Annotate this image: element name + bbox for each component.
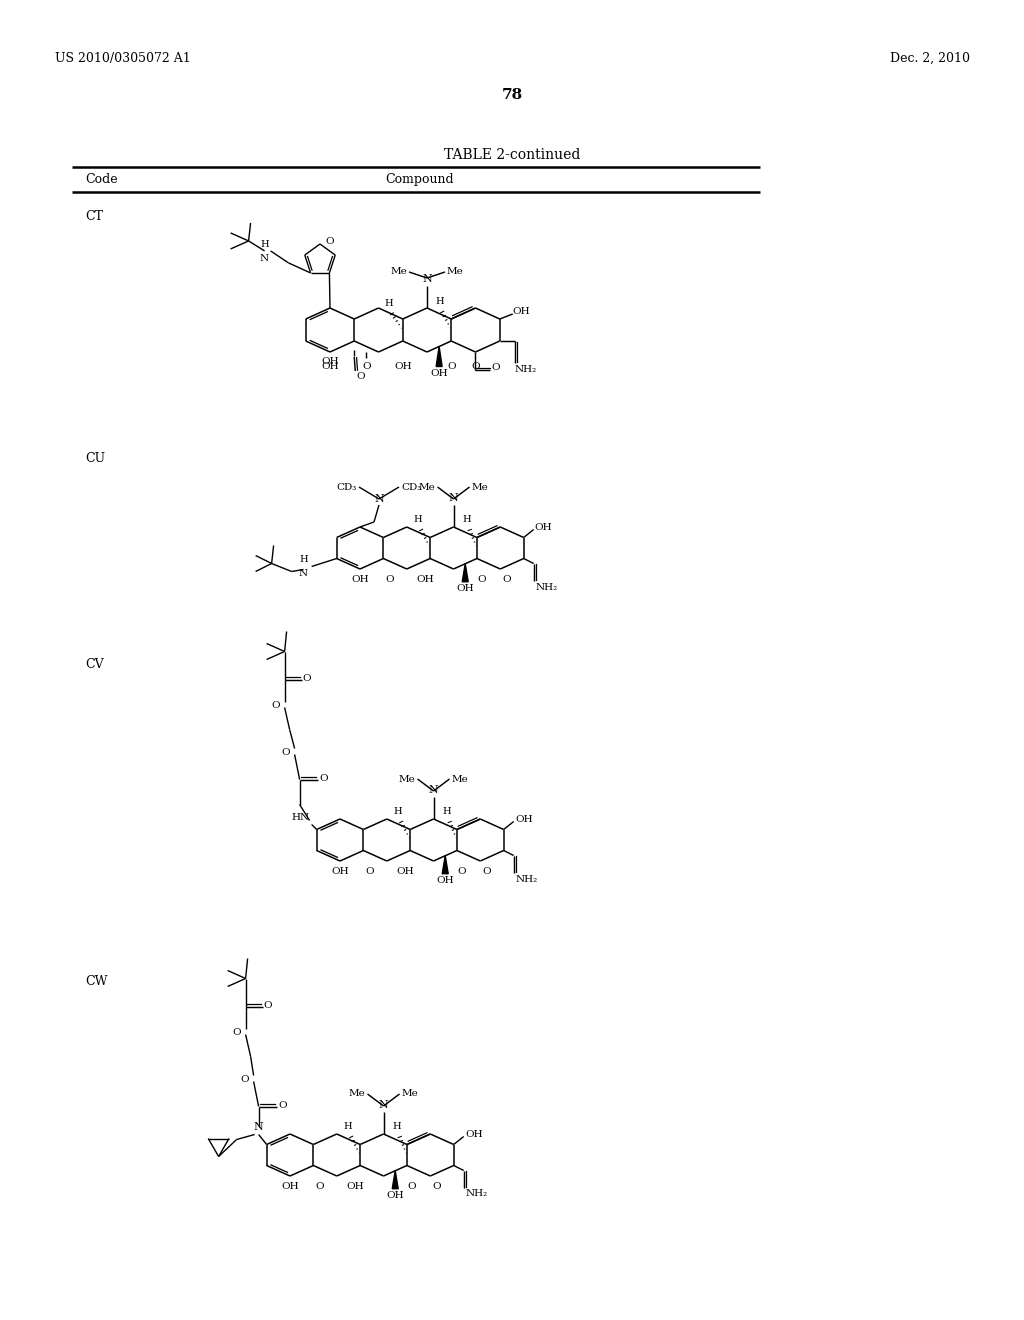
Text: CU: CU (85, 451, 105, 465)
Text: OH: OH (457, 583, 474, 593)
Text: OH: OH (396, 867, 414, 876)
Text: O: O (325, 238, 334, 247)
Text: OH: OH (386, 1191, 404, 1200)
Text: O: O (319, 774, 329, 783)
Text: NH₂: NH₂ (466, 1189, 487, 1199)
Polygon shape (462, 564, 468, 582)
Text: NH₂: NH₂ (515, 366, 537, 374)
Text: OH: OH (351, 576, 369, 583)
Text: OH: OH (430, 368, 447, 378)
Text: O: O (282, 748, 290, 756)
Text: N: N (374, 494, 384, 504)
Text: O: O (407, 1181, 416, 1191)
Text: O: O (232, 1028, 241, 1038)
Text: Me: Me (419, 483, 435, 491)
Text: OH: OH (331, 867, 349, 876)
Text: O: O (503, 576, 511, 583)
Text: O: O (482, 867, 490, 876)
Text: O: O (356, 372, 365, 381)
Text: O: O (315, 1181, 324, 1191)
Text: OH: OH (394, 362, 412, 371)
Text: N: N (298, 569, 307, 578)
Text: N: N (422, 275, 432, 284)
Text: O: O (471, 362, 480, 371)
Text: OH: OH (322, 362, 339, 371)
Text: Me: Me (401, 1089, 418, 1098)
Text: Me: Me (447, 267, 464, 276)
Text: H: H (344, 1122, 352, 1131)
Text: O: O (477, 576, 485, 583)
Text: O: O (263, 1001, 272, 1010)
Text: H: H (299, 556, 307, 565)
Text: CV: CV (85, 657, 103, 671)
Text: Compound: Compound (386, 173, 455, 186)
Text: H: H (442, 807, 452, 816)
Text: O: O (366, 867, 374, 876)
Text: OH: OH (322, 356, 339, 366)
Text: CD₃: CD₃ (401, 483, 421, 491)
Text: OH: OH (282, 1181, 299, 1191)
Text: OH: OH (516, 814, 534, 824)
Text: 78: 78 (502, 88, 522, 102)
Text: Me: Me (452, 775, 468, 784)
Text: H: H (414, 515, 423, 524)
Text: H: H (260, 240, 268, 249)
Text: Me: Me (349, 1089, 366, 1098)
Text: CT: CT (85, 210, 103, 223)
Text: Me: Me (398, 775, 416, 784)
Text: Me: Me (390, 267, 407, 276)
Text: O: O (279, 1101, 288, 1110)
Text: N: N (429, 785, 438, 795)
Text: US 2010/0305072 A1: US 2010/0305072 A1 (55, 51, 190, 65)
Text: H: H (435, 297, 443, 306)
Text: OH: OH (417, 576, 434, 583)
Text: OH: OH (346, 1181, 364, 1191)
Text: NH₂: NH₂ (536, 582, 558, 591)
Polygon shape (392, 1171, 398, 1189)
Text: H: H (463, 515, 471, 524)
Polygon shape (442, 855, 449, 874)
Text: N: N (449, 492, 459, 503)
Text: O: O (432, 1181, 441, 1191)
Polygon shape (436, 346, 442, 367)
Text: N: N (379, 1100, 388, 1110)
Text: H: H (384, 300, 393, 308)
Text: OH: OH (513, 308, 530, 317)
Text: Me: Me (471, 483, 488, 491)
Text: H: H (392, 1122, 401, 1131)
Text: N: N (254, 1122, 263, 1133)
Text: OH: OH (535, 523, 552, 532)
Text: O: O (362, 362, 371, 371)
Text: NH₂: NH₂ (516, 874, 538, 883)
Text: CD₃: CD₃ (337, 483, 357, 491)
Text: H: H (394, 807, 402, 816)
Text: O: O (457, 867, 466, 876)
Text: O: O (492, 363, 500, 371)
Text: Code: Code (85, 173, 118, 186)
Text: O: O (446, 362, 456, 371)
Text: N: N (259, 253, 268, 263)
Text: O: O (271, 701, 280, 710)
Text: O: O (241, 1074, 249, 1084)
Text: TABLE 2-continued: TABLE 2-continued (443, 148, 581, 162)
Text: OH: OH (436, 875, 454, 884)
Text: O: O (303, 675, 311, 682)
Text: O: O (385, 576, 394, 583)
Text: Dec. 2, 2010: Dec. 2, 2010 (890, 51, 970, 65)
Text: HN: HN (292, 813, 309, 822)
Text: OH: OH (466, 1130, 483, 1139)
Text: CW: CW (85, 975, 108, 987)
